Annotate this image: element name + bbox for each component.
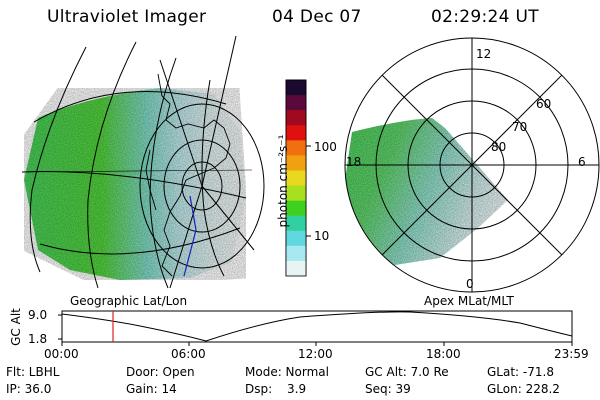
altitude-xtick-2359: 23:59 [554, 347, 589, 361]
mlat-label-70: 70 [512, 120, 528, 134]
altitude-ytick-min: 1.8 [28, 332, 48, 346]
gain-status: Gain: 14 [126, 382, 177, 396]
colorbar-band [286, 110, 306, 126]
altitude-ytick-max: 9.0 [28, 308, 48, 322]
mlt-label-18: 18 [346, 155, 362, 169]
gc-altitude-status: GC Alt: 7.0 Re [365, 365, 449, 379]
altitude-plot [58, 310, 573, 346]
mlat-label-80: 80 [491, 140, 507, 154]
instrument-title: Ultraviolet Imager [47, 7, 207, 27]
altitude-xtick-1200: 12:00 [298, 347, 333, 361]
colorbar-band [286, 125, 306, 141]
altitude-xtick-0000: 00:00 [44, 347, 79, 361]
door-status: Door: Open [126, 365, 195, 379]
geographic-longitude: GLon: 228.2 [487, 382, 560, 396]
colorbar-band [286, 80, 306, 96]
mlt-label-12: 12 [476, 47, 492, 61]
colorbar-band [286, 185, 306, 202]
mlt-label-0: 0 [466, 277, 474, 291]
left-panel-caption: Geographic Lat/Lon [70, 294, 188, 308]
colorbar-band [286, 140, 306, 156]
colorbar-tick-10: 10 [314, 229, 330, 243]
colorbar-band [286, 170, 306, 187]
mode-status: Mode: Normal [245, 365, 329, 379]
colorbar-band [286, 260, 306, 277]
ip-status: IP: 36.0 [6, 382, 52, 396]
right-panel-caption: Apex MLat/MLT [424, 294, 514, 308]
magnetic-polar-plot [344, 37, 600, 293]
sequence-status: Seq: 39 [365, 382, 411, 396]
altitude-xtick-0600: 06:00 [171, 347, 206, 361]
altitude-xtick-1800: 18:00 [426, 347, 461, 361]
altitude-ylabel: GC Alt [9, 308, 23, 346]
colorbar-band [286, 245, 306, 262]
colorbar-unit-label: photon cm⁻²s⁻¹ [276, 134, 290, 228]
header-date: 04 Dec 07 [272, 7, 362, 27]
colorbar-tick-100: 100 [314, 140, 337, 154]
filter-status: Flt: LBHL [6, 365, 60, 379]
mlat-label-60: 60 [536, 97, 552, 111]
mlt-label-6: 6 [578, 155, 586, 169]
colorbar-band [286, 155, 306, 172]
geographic-latitude: GLat: -71.8 [487, 365, 554, 379]
colorbar-band [286, 95, 306, 111]
colorbar-band [286, 230, 306, 247]
geographic-image [21, 35, 265, 289]
dsp-label: Dsp: [245, 382, 273, 396]
colorbar-band [286, 215, 306, 232]
dsp-value: 3.9 [287, 382, 307, 396]
colorbar-band [286, 200, 306, 217]
header-time: 02:29:24 UT [431, 7, 539, 27]
intensity-colorbar [285, 79, 311, 277]
